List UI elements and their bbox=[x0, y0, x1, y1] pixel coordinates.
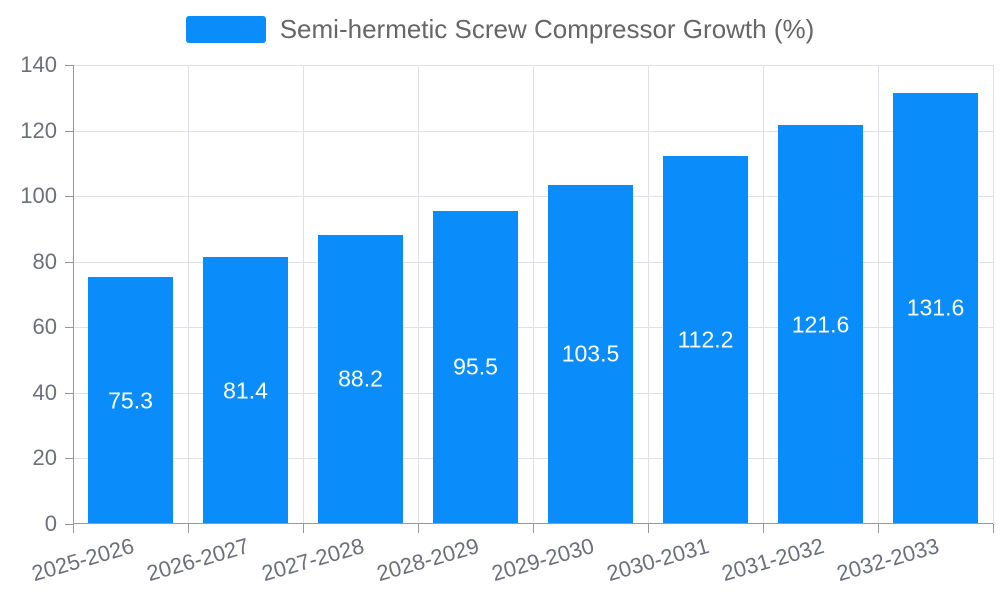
bar-value-label: 131.6 bbox=[906, 294, 965, 321]
x-tick-mark bbox=[763, 524, 764, 533]
y-tick-mark bbox=[65, 130, 73, 132]
y-tick-mark bbox=[65, 458, 73, 460]
legend-item[interactable]: Semi-hermetic Screw Compressor Growth (%… bbox=[185, 14, 815, 45]
x-tick-mark bbox=[188, 524, 189, 533]
x-axis-line bbox=[73, 523, 993, 524]
x-gridline bbox=[303, 65, 304, 524]
x-tick-label: 2026-2027 bbox=[144, 533, 253, 587]
bar: 95.5 bbox=[433, 210, 518, 524]
x-tick-mark bbox=[303, 524, 304, 533]
x-tick-label: 2028-2029 bbox=[374, 533, 483, 587]
x-tick-mark bbox=[418, 524, 419, 533]
y-tick-mark bbox=[65, 327, 73, 329]
bar: 81.4 bbox=[203, 257, 288, 524]
y-tick-mark bbox=[65, 196, 73, 198]
y-tick-label: 120 bbox=[20, 117, 57, 143]
x-tick-mark bbox=[533, 524, 534, 533]
x-tick-mark bbox=[878, 524, 879, 533]
x-gridline bbox=[418, 65, 419, 524]
bar-value-label: 88.2 bbox=[338, 365, 383, 392]
y-tick-mark bbox=[65, 65, 73, 66]
legend-label: Semi-hermetic Screw Compressor Growth (%… bbox=[279, 14, 815, 44]
bar: 131.6 bbox=[893, 92, 978, 524]
x-tick-mark bbox=[648, 524, 649, 533]
plot-area: 75.3 81.4 88.2 95.5 103.5 112.2 121.6 131.6 bbox=[65, 65, 994, 533]
x-tick-label: 2032-2033 bbox=[834, 533, 943, 587]
bar-value-label: 121.6 bbox=[791, 311, 850, 338]
x-gridline bbox=[878, 65, 879, 524]
y-tick-label: 100 bbox=[20, 183, 57, 209]
legend: Semi-hermetic Screw Compressor Growth (%… bbox=[0, 14, 1000, 45]
x-gridline bbox=[188, 65, 189, 524]
y-tick-mark bbox=[65, 261, 73, 263]
legend-swatch-icon bbox=[185, 16, 266, 43]
y-tick-label: 20 bbox=[32, 445, 57, 471]
x-tick-mark bbox=[993, 524, 994, 533]
x-gridline bbox=[648, 65, 649, 524]
x-tick-mark bbox=[73, 524, 74, 533]
x-gridline bbox=[533, 65, 534, 524]
y-tick-label: 40 bbox=[32, 379, 57, 405]
bar-value-label: 95.5 bbox=[453, 353, 498, 380]
y-tick-label: 140 bbox=[20, 52, 57, 77]
bar: 103.5 bbox=[548, 184, 633, 524]
bar-value-label: 103.5 bbox=[561, 340, 620, 367]
y-tick-label: 0 bbox=[44, 511, 57, 536]
bar-value-label: 81.4 bbox=[223, 377, 268, 404]
y-tick-mark bbox=[65, 392, 73, 394]
y-tick-label: 60 bbox=[32, 314, 57, 340]
bar-value-label: 75.3 bbox=[108, 387, 153, 414]
x-gridline bbox=[763, 65, 764, 524]
x-tick-label: 2025-2026 bbox=[29, 533, 138, 587]
y-tick-label: 80 bbox=[32, 248, 57, 274]
bar-value-label: 112.2 bbox=[677, 326, 734, 353]
bar: 88.2 bbox=[318, 234, 403, 524]
bar: 75.3 bbox=[88, 277, 173, 524]
x-gridline bbox=[993, 65, 994, 524]
x-tick-label: 2029-2030 bbox=[489, 533, 598, 587]
x-tick-label: 2031-2032 bbox=[719, 533, 828, 587]
x-tick-label: 2030-2031 bbox=[604, 533, 713, 587]
y-tick-mark bbox=[65, 524, 73, 525]
x-tick-label: 2027-2028 bbox=[259, 533, 368, 587]
bar: 121.6 bbox=[778, 125, 863, 524]
y-axis-line bbox=[73, 65, 74, 524]
bar: 112.2 bbox=[663, 156, 748, 524]
